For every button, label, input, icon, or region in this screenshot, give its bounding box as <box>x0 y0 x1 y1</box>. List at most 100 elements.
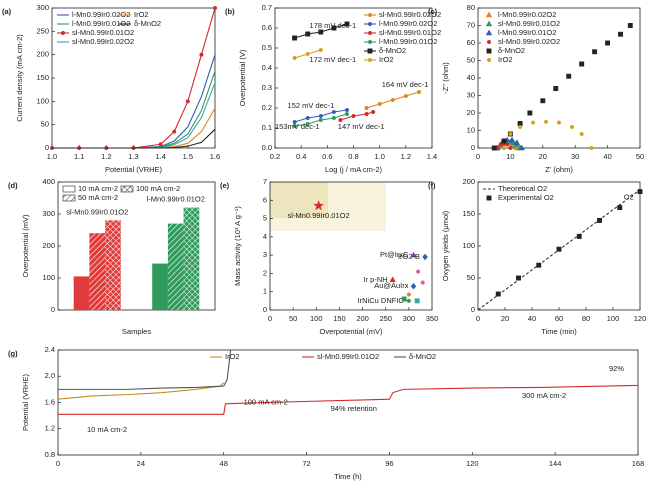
x-tick-label: 350 <box>426 314 439 323</box>
annotation: 153mV dec-1 <box>275 122 320 131</box>
x-tick-label: 20 <box>539 152 547 161</box>
point-label: Ir p-NH <box>363 275 387 284</box>
x-tick-label: 100 <box>310 314 323 323</box>
x-tick-label: 40 <box>528 314 536 323</box>
x-tick-label: 96 <box>385 459 393 468</box>
legend-label: δ-MnO2 <box>409 352 436 361</box>
marker <box>318 29 324 35</box>
marker <box>410 251 417 258</box>
y-tick-label: 80 <box>467 3 475 12</box>
panel-label: (e) <box>220 181 230 190</box>
legend-label: sl-Mn0.99Ir0.02O2 <box>379 10 441 19</box>
series-line <box>58 384 639 415</box>
y-tick-label: 4 <box>263 232 267 241</box>
legend-label: Theoretical O2 <box>498 184 547 193</box>
x-tick-label: 72 <box>302 459 310 468</box>
x-tick-label: 0.2 <box>270 152 280 161</box>
marker <box>344 111 350 117</box>
y-tick-label: 100 <box>36 96 49 105</box>
marker <box>617 205 623 211</box>
legend-swatch-pattern <box>121 186 133 192</box>
y-tick-label: 300 <box>36 3 49 12</box>
marker <box>576 233 582 239</box>
marker <box>486 57 492 63</box>
legend-label: sl-Mn0.99Ir0.01O2 <box>317 352 379 361</box>
marker <box>627 23 633 28</box>
panel-label: (f) <box>428 181 436 190</box>
marker <box>367 39 373 45</box>
marker <box>536 262 542 268</box>
marker <box>589 145 594 151</box>
marker <box>566 73 572 79</box>
marker <box>518 144 525 151</box>
marker <box>527 110 533 116</box>
marker <box>516 275 521 281</box>
x-axis-label: Time (min) <box>541 327 577 336</box>
y-tick-label: 200 <box>462 177 475 186</box>
x-tick-label: 200 <box>356 314 369 323</box>
panel-label: (b) <box>225 7 235 16</box>
marker <box>485 11 493 18</box>
x-tick-label: 1.0 <box>374 152 384 161</box>
legend-label: Experimental O2 <box>498 193 554 202</box>
marker <box>344 107 350 113</box>
y-axis-label: Oxygen yields (μmol) <box>441 210 450 281</box>
y-tick-label: 100 <box>462 241 475 250</box>
y-tick-label: 3 <box>263 250 267 259</box>
x-tick-label: 1.2 <box>401 152 411 161</box>
y-tick-label: 5 <box>263 214 267 223</box>
y-tick-label: 0.6 <box>262 23 272 32</box>
marker <box>305 31 311 37</box>
marker <box>185 99 190 104</box>
bar <box>73 276 90 310</box>
y-tick-label: 0 <box>471 143 475 152</box>
series-line <box>57 382 225 400</box>
x-tick-label: 1.6 <box>210 152 220 161</box>
series-line <box>52 70 216 149</box>
marker <box>416 269 421 274</box>
bar-pattern <box>89 233 106 310</box>
marker <box>60 30 66 36</box>
marker <box>158 142 163 147</box>
x-tick-label: 48 <box>220 459 228 468</box>
marker <box>543 119 549 124</box>
y-tick-label: 0.5 <box>262 43 272 52</box>
category-label: sl-Mn0.99Ir0.01O2 <box>66 207 128 216</box>
marker <box>513 139 521 145</box>
bar-pattern <box>167 223 184 310</box>
point-label: Au@AuIrx <box>374 281 409 290</box>
highlight-region <box>270 182 328 218</box>
series-line <box>58 349 232 390</box>
marker <box>318 47 323 53</box>
marker <box>553 86 559 91</box>
x-axis-label: Time (h) <box>334 472 362 481</box>
x-tick-label: 120 <box>466 459 479 468</box>
marker <box>531 120 536 125</box>
y-axis-label: Mass activity (10³ A g⁻¹) <box>233 206 242 286</box>
marker <box>377 101 382 107</box>
x-tick-label: 150 <box>333 314 346 323</box>
category-label: l-Mn0.99Ir0.01O2 <box>147 195 205 204</box>
legend-label: δ-MnO2 <box>379 46 406 55</box>
marker <box>518 124 523 130</box>
marker <box>292 123 297 129</box>
y-tick-label: 200 <box>42 241 55 250</box>
legend-label: l-Mn0.99Ir0.02O2 <box>379 19 437 28</box>
legend-label: sl-Mn0.99Ir0.01O2 <box>72 28 134 37</box>
y-tick-label: 1.6 <box>45 397 55 406</box>
annotation: 172 mV dec-1 <box>310 55 357 64</box>
legend-label: l-Mn0.99Ir0.01O2 <box>379 37 437 46</box>
x-tick-label: 0 <box>268 314 272 323</box>
legend-label: sl-Mn0.99Ir0.02O2 <box>498 37 560 46</box>
marker <box>597 217 602 223</box>
y-axis-label: Current density (mA cm-2) <box>15 34 24 122</box>
x-tick-label: 10 <box>506 152 514 161</box>
marker <box>318 117 323 123</box>
y-axis-label: -Z'' (ohm) <box>441 62 450 94</box>
x-tick-label: 1.5 <box>183 152 193 161</box>
x-tick-label: 1.2 <box>101 152 111 161</box>
panel-label: (a) <box>2 7 12 16</box>
plot-frame <box>269 181 433 311</box>
annotation: 164 mV dec-1 <box>382 80 429 89</box>
